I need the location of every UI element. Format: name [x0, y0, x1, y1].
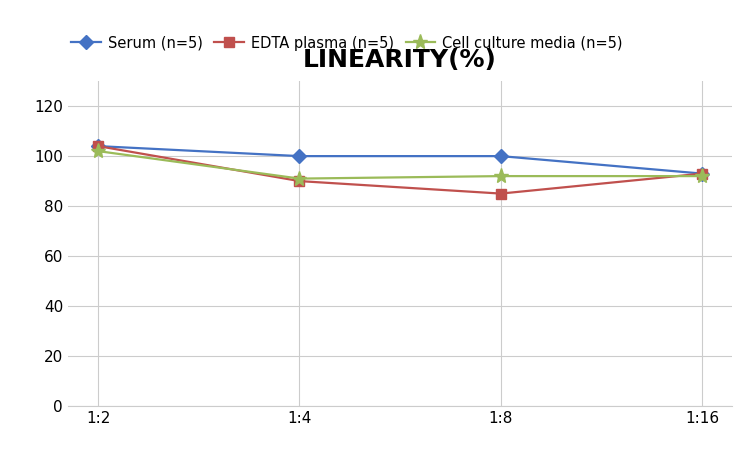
EDTA plasma (n=5): [295, 179, 304, 184]
Serum (n=5): [698, 171, 707, 176]
Line: Cell culture media (n=5): Cell culture media (n=5): [91, 143, 710, 186]
EDTA plasma (n=5): [94, 143, 103, 149]
Line: EDTA plasma (n=5): EDTA plasma (n=5): [94, 141, 707, 198]
Cell culture media (n=5): [496, 173, 505, 179]
Cell culture media (n=5): [698, 173, 707, 179]
Title: LINEARITY(%): LINEARITY(%): [304, 48, 497, 72]
Serum (n=5): [295, 153, 304, 159]
Serum (n=5): [94, 143, 103, 149]
Legend: Serum (n=5), EDTA plasma (n=5), Cell culture media (n=5): Serum (n=5), EDTA plasma (n=5), Cell cul…: [66, 30, 628, 57]
Cell culture media (n=5): [94, 148, 103, 154]
Cell culture media (n=5): [295, 176, 304, 181]
Serum (n=5): [496, 153, 505, 159]
EDTA plasma (n=5): [496, 191, 505, 196]
EDTA plasma (n=5): [698, 171, 707, 176]
Line: Serum (n=5): Serum (n=5): [94, 141, 707, 179]
